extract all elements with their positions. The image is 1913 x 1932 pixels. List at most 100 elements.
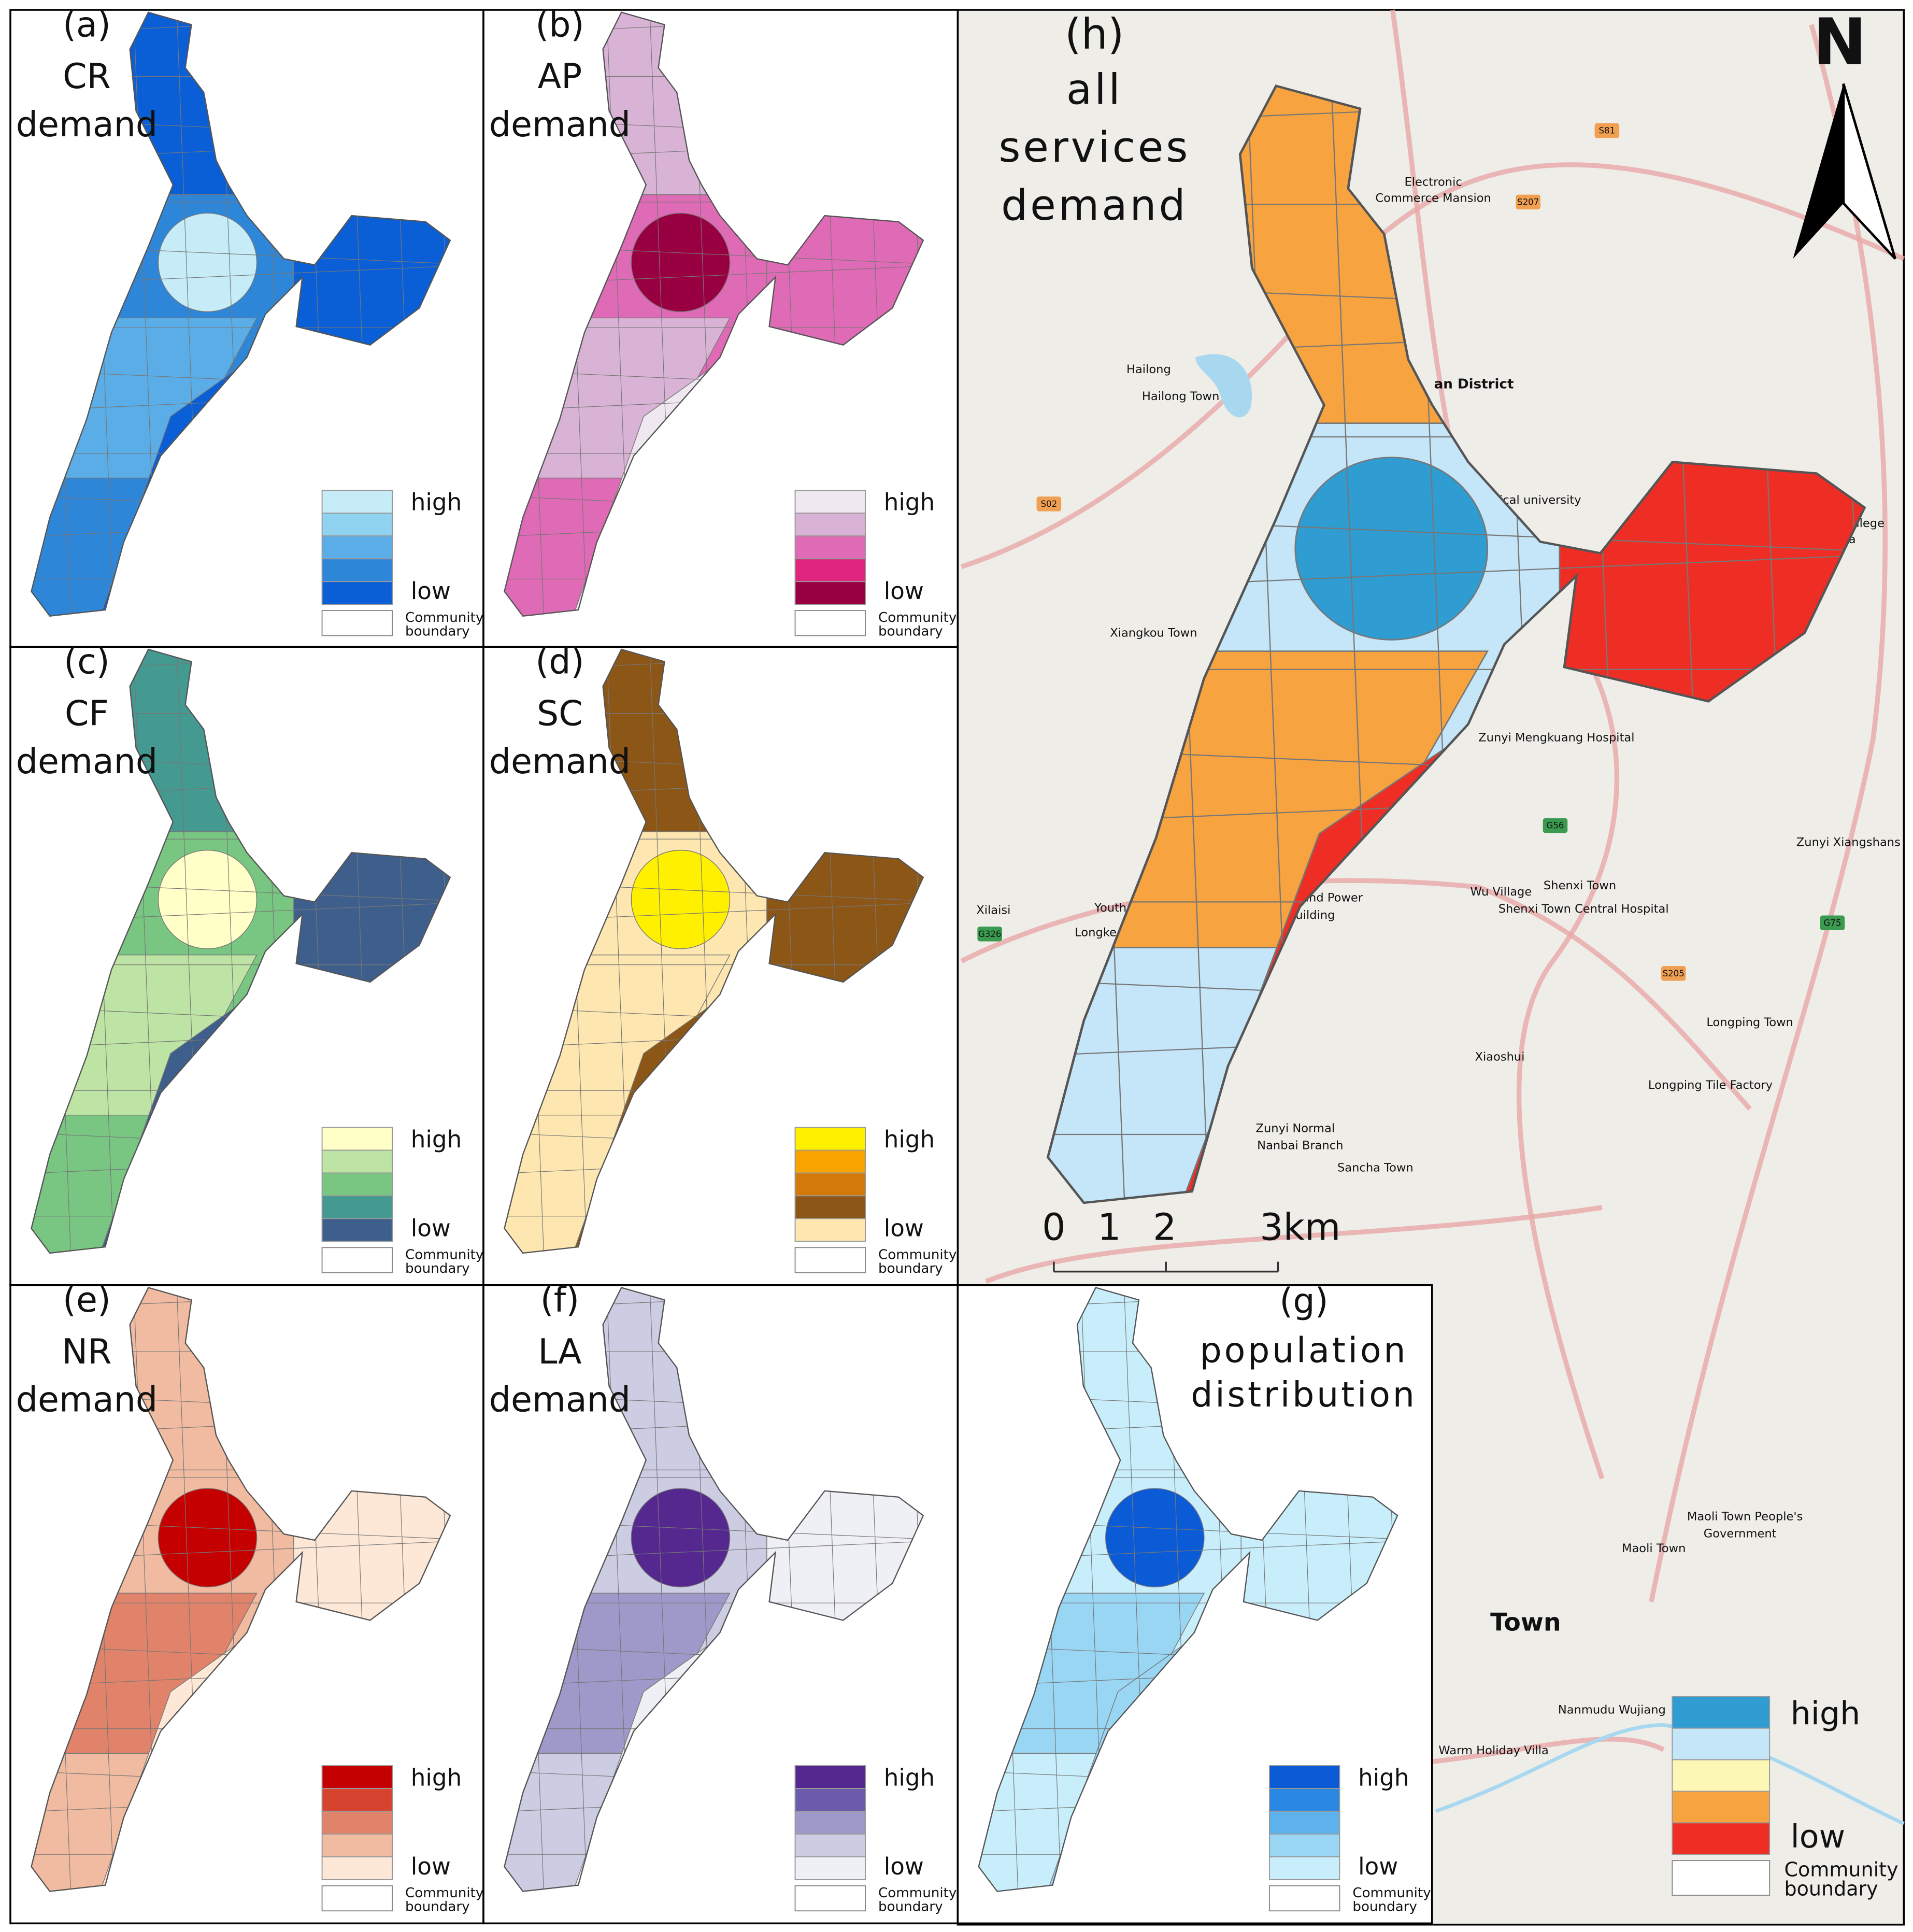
zone <box>158 849 258 949</box>
place-label: Nanbai Branch <box>1257 1139 1343 1153</box>
road-shield <box>1594 123 1620 138</box>
legend-high: high <box>411 489 462 516</box>
place-label: Shenxi Town Central Hospital <box>1498 902 1669 916</box>
panel-label: (b) <box>535 4 584 45</box>
legend-swatch <box>794 1834 866 1857</box>
legend-low: low <box>1358 1853 1398 1880</box>
north-arrow-right <box>1842 83 1896 260</box>
legend-boundary-text: Community <box>405 1885 483 1901</box>
legend-boundary <box>794 1247 866 1273</box>
legend-boundary-text: Community <box>405 610 483 626</box>
panel-label: (g) <box>1279 1281 1328 1322</box>
legend-high: high <box>884 489 935 516</box>
road-shield-label: S02 <box>1040 499 1057 509</box>
legend-swatch <box>321 1765 393 1789</box>
legend-swatch <box>1672 1822 1771 1855</box>
panel-label: (c) <box>64 642 110 682</box>
panel-label: (f) <box>540 1280 579 1320</box>
region-outline <box>504 11 924 617</box>
legend-high: high <box>1358 1764 1409 1791</box>
road-shield-label: S205 <box>1663 969 1684 978</box>
scale-label: 0 <box>1042 1205 1065 1248</box>
panel-title: demand <box>489 741 631 782</box>
legend-swatch <box>794 581 866 605</box>
region-outline <box>31 648 451 1254</box>
place-label: Nanmudu Wujiang <box>1558 1703 1666 1717</box>
place-label: Longping Town <box>1706 1016 1793 1029</box>
legend-swatch <box>794 1788 866 1812</box>
scale-label: 1 <box>1097 1205 1121 1248</box>
legend-high: high <box>411 1126 462 1153</box>
place-label: Commerce Mansion <box>1375 191 1491 205</box>
panel-label: (a) <box>63 4 111 45</box>
panel-h: Hailong Hailong Town Xiangkou Town Zunyi Me… <box>957 5 1905 1926</box>
panel-title: demand <box>16 741 158 782</box>
road-shield-label: G326 <box>978 929 1002 939</box>
legend-swatch <box>794 1195 866 1219</box>
place-label: Town <box>1490 1609 1561 1637</box>
place-label: Xiangkou Town <box>1110 627 1197 640</box>
legend-swatch <box>1268 1856 1340 1880</box>
road-shield <box>1516 194 1540 210</box>
road-shield <box>1036 496 1062 512</box>
legend-swatch <box>321 490 393 514</box>
legend-swatch <box>321 581 393 605</box>
legend-low: low <box>1791 1818 1846 1855</box>
north-label: N <box>1813 5 1866 80</box>
legend-swatch <box>1268 1788 1340 1812</box>
region-outline <box>504 1287 924 1892</box>
legend-boundary-text: Community <box>1352 1885 1431 1901</box>
place-label: Electronic <box>1404 175 1462 189</box>
place-label: Sancha Town <box>1337 1161 1414 1174</box>
road-shield <box>1543 818 1568 833</box>
place-label: Government <box>1704 1527 1777 1541</box>
place-label: Longping Tile Factory <box>1648 1078 1773 1092</box>
road-shield-label: S81 <box>1598 126 1615 136</box>
legend-boundary-text: boundary <box>405 624 470 640</box>
place-label: an District <box>1434 376 1514 392</box>
legend-swatch <box>794 1149 866 1174</box>
panel-title: all <box>1066 65 1123 114</box>
legend-low: low <box>411 1214 451 1242</box>
legend-swatch <box>321 1127 393 1151</box>
legend-boundary-text: Community <box>878 1247 957 1262</box>
legend-swatch <box>1672 1759 1771 1792</box>
legend-low: low <box>884 1214 924 1242</box>
legend-boundary <box>1268 1885 1340 1912</box>
panel-label: (h) <box>1065 10 1124 59</box>
panel-title: services <box>998 123 1190 172</box>
legend-swatch <box>321 1788 393 1812</box>
legend-boundary-text: boundary <box>405 1261 470 1276</box>
zone <box>158 212 258 312</box>
region-outline <box>31 11 451 617</box>
place-label: Xilaisi <box>976 904 1010 917</box>
legend-swatch <box>794 1765 866 1789</box>
zone <box>1294 457 1489 641</box>
place-label: Hailong Town <box>1142 390 1220 403</box>
road <box>985 1205 1603 1284</box>
place-label: Maoli Town People's <box>1687 1510 1803 1523</box>
panel-title: demand <box>16 104 158 145</box>
legend-swatch <box>321 1834 393 1857</box>
road <box>1429 1737 1665 1765</box>
road-shield-label: G56 <box>1546 821 1564 831</box>
road-shield <box>1820 915 1845 931</box>
region-outline <box>504 648 924 1254</box>
legend-swatch <box>321 1811 393 1835</box>
legend-boundary <box>321 610 393 636</box>
legend-boundary-text: Community <box>1784 1858 1898 1881</box>
panel-title: CF <box>65 693 109 733</box>
region-outline <box>31 1287 451 1892</box>
road <box>1516 639 1620 1480</box>
panel-title: demand <box>16 1380 158 1420</box>
legend-swatch <box>321 1195 393 1219</box>
place-label: Wu Village <box>1470 885 1532 899</box>
road-shield-label: G75 <box>1823 918 1841 928</box>
